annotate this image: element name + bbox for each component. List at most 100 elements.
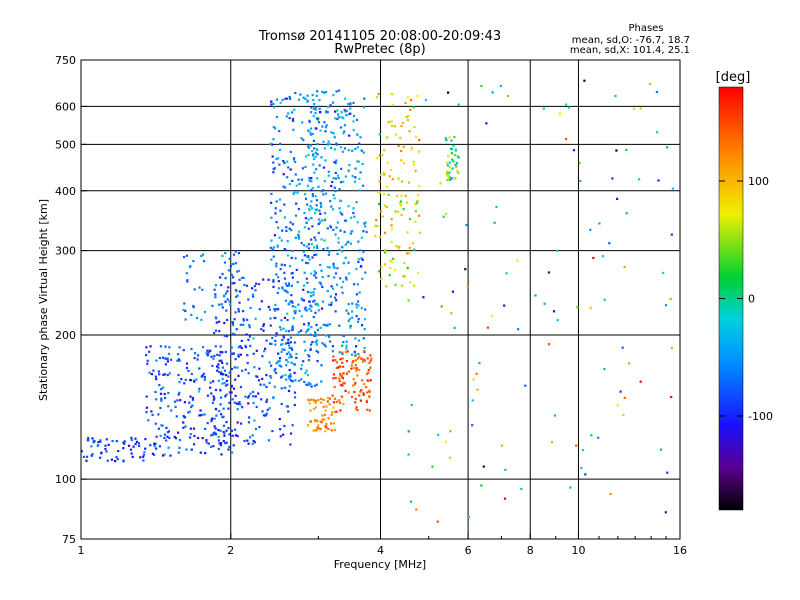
data-point (177, 393, 180, 396)
data-point (155, 435, 158, 438)
data-point (277, 352, 280, 355)
data-point (204, 452, 207, 455)
data-point (499, 84, 502, 88)
data-point (283, 264, 286, 267)
data-point (308, 146, 311, 149)
data-point (87, 437, 90, 440)
data-point (307, 218, 310, 221)
data-point (340, 111, 343, 114)
data-point (330, 285, 333, 288)
data-point (252, 295, 255, 298)
data-point (283, 386, 286, 389)
data-point (238, 278, 241, 281)
data-point (221, 272, 224, 276)
data-point (359, 136, 362, 139)
data-point (214, 316, 217, 319)
data-point (223, 381, 226, 384)
data-point (357, 258, 360, 261)
data-point (303, 323, 306, 326)
data-point (201, 253, 204, 256)
data-point (316, 426, 319, 429)
data-point (219, 429, 222, 432)
data-point (237, 308, 240, 311)
data-point (319, 427, 322, 431)
data-point (167, 391, 170, 395)
data-point (275, 273, 278, 276)
data-point (189, 395, 192, 398)
data-point (670, 233, 673, 236)
data-point (220, 371, 223, 374)
data-point (322, 189, 325, 192)
data-point (320, 269, 323, 272)
data-point (472, 378, 475, 381)
data-point (306, 184, 310, 187)
data-point (287, 389, 291, 393)
data-point (408, 130, 411, 133)
data-point (274, 343, 277, 346)
data-point (291, 424, 294, 427)
data-point (318, 218, 321, 221)
y-tick-label: 500 (55, 138, 76, 151)
data-point (207, 351, 210, 354)
data-point (334, 233, 337, 236)
data-point (154, 375, 157, 378)
data-point (332, 406, 335, 409)
data-point (174, 405, 177, 408)
data-point (219, 403, 222, 406)
data-point (241, 369, 244, 372)
data-point (320, 380, 323, 383)
data-point (185, 254, 188, 257)
data-point (191, 398, 195, 401)
data-point (330, 428, 333, 432)
data-point (360, 236, 363, 239)
data-point (362, 251, 365, 254)
data-point (326, 143, 329, 146)
data-point (349, 325, 352, 328)
data-point (314, 401, 317, 404)
data-point (313, 171, 316, 174)
data-point (329, 340, 332, 343)
data-point (299, 329, 303, 332)
data-point (220, 442, 223, 445)
data-point (316, 153, 319, 156)
data-point (400, 284, 404, 287)
data-point (288, 344, 291, 347)
data-point (178, 391, 181, 394)
data-point (338, 377, 341, 380)
data-point (356, 357, 360, 360)
data-point (272, 285, 275, 288)
data-point (317, 398, 320, 402)
data-point (341, 351, 344, 354)
data-point (457, 103, 460, 106)
data-point (285, 405, 288, 408)
data-point (414, 210, 417, 213)
data-point (390, 120, 393, 123)
data-point (146, 362, 149, 365)
data-point (359, 249, 362, 252)
data-point (228, 371, 231, 374)
data-point (386, 185, 389, 188)
data-point (358, 368, 361, 371)
data-point (362, 350, 366, 353)
data-point (579, 179, 582, 182)
data-point (153, 453, 156, 456)
data-point (383, 149, 386, 152)
data-point (270, 201, 273, 204)
data-point (285, 358, 288, 361)
data-point (405, 115, 408, 118)
data-point (272, 171, 275, 174)
data-point (303, 254, 306, 257)
data-point (231, 282, 234, 285)
data-point (404, 102, 407, 105)
data-point (287, 282, 291, 285)
data-point (339, 181, 343, 184)
data-point (354, 354, 357, 357)
data-point (159, 406, 162, 410)
data-point (303, 211, 306, 214)
data-point (628, 362, 631, 365)
data-point (500, 444, 504, 447)
data-point (390, 92, 393, 95)
data-point (294, 236, 297, 239)
data-point (230, 346, 233, 349)
data-point (211, 417, 214, 420)
